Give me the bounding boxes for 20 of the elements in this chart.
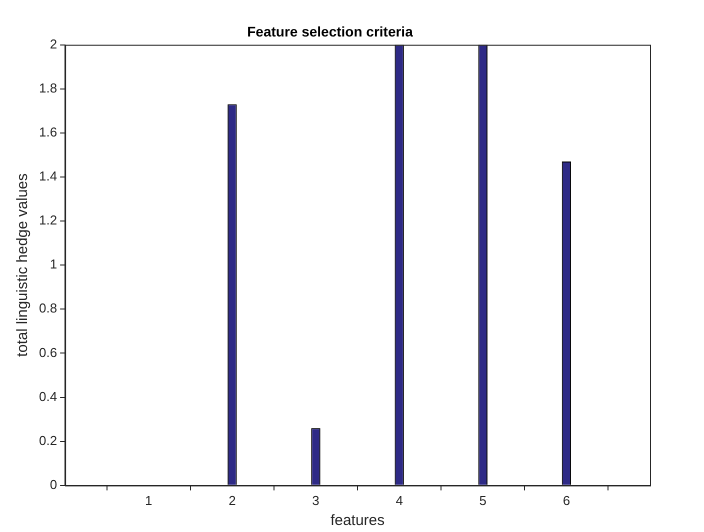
y-axis-title: total linguistic hedge values xyxy=(14,173,32,357)
x-tick-label: 6 xyxy=(562,492,570,508)
y-tick-label: 1.4 xyxy=(38,168,58,184)
y-tick-label: 0.4 xyxy=(38,388,58,404)
y-tick-label: 1.2 xyxy=(38,212,58,228)
y-tick-label: 1 xyxy=(50,256,58,272)
y-tick-label: 0.8 xyxy=(38,300,58,316)
y-tick-label: 2 xyxy=(50,36,58,52)
y-tick-label: 0.2 xyxy=(38,432,58,448)
x-axis-title: features xyxy=(330,512,385,530)
x-tick-label: 2 xyxy=(228,492,236,508)
x-tick-label: 3 xyxy=(312,492,320,508)
y-tick-label: 1.8 xyxy=(38,80,58,96)
chart-title: Feature selection criteria xyxy=(247,23,414,40)
y-tick-label: 0.6 xyxy=(38,344,58,360)
y-tick-label: 1.6 xyxy=(38,124,58,140)
x-tick-label: 4 xyxy=(396,492,403,508)
x-tick-label: 5 xyxy=(479,492,486,508)
x-tick-label: 1 xyxy=(145,492,152,508)
y-tick-label: 0 xyxy=(50,476,58,492)
